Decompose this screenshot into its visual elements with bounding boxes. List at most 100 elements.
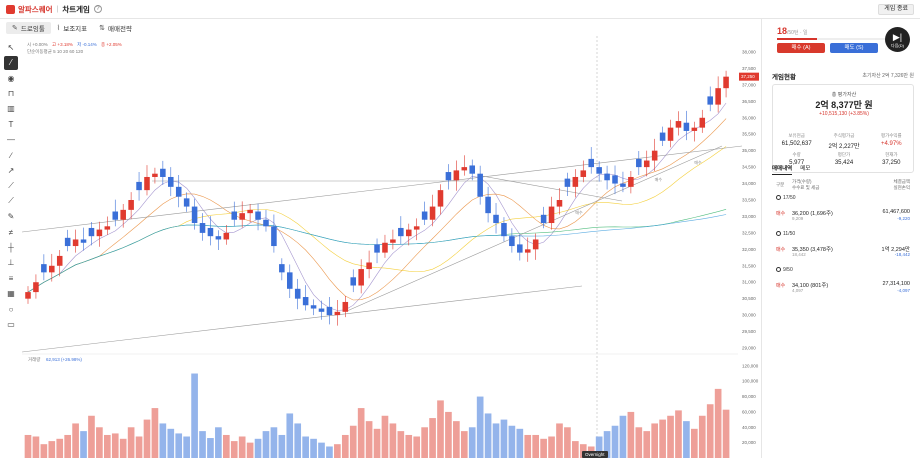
trade-fee: 9,209 <box>792 216 804 221</box>
candle-body <box>564 178 571 187</box>
ray-tool-icon[interactable]: ↗ <box>7 166 15 176</box>
candle-body <box>398 227 404 237</box>
volume-bar <box>659 419 666 458</box>
lock-icon[interactable]: ⊓ <box>7 89 15 99</box>
volume-tick-label: 40,000 <box>742 425 756 430</box>
price-tick-label: 31,000 <box>742 280 756 285</box>
candle-body <box>683 122 690 131</box>
stat-value: 5,977 <box>789 160 805 166</box>
trade-price: 36,200 (1,696주) <box>792 211 833 217</box>
volume-value: 62,913 (+26.98%) <box>46 357 82 362</box>
volume-bar <box>262 431 270 458</box>
price-tick-label: 37,500 <box>742 66 756 71</box>
candle-body <box>501 223 507 237</box>
sell-button[interactable]: 매도 (S) <box>830 43 878 53</box>
cursor-icon[interactable]: ↖ <box>7 42 15 52</box>
line-tool-icon[interactable]: ∕ <box>10 150 12 160</box>
horizontal-line-icon[interactable]: — <box>7 135 15 145</box>
eye-icon[interactable]: ◉ <box>7 73 15 83</box>
candle-body <box>699 117 706 128</box>
volume-bar <box>643 431 651 458</box>
pencil-icon: ✎ <box>12 24 18 32</box>
candle-body <box>49 265 55 273</box>
candle-body <box>532 239 539 250</box>
indicator-icon: ⌇ <box>56 24 61 32</box>
asset-row-2: 수량 5,977 평단가 35,424 현재가 37,250 <box>773 152 915 166</box>
trade-pnl: -4,097 <box>897 288 910 293</box>
volume-tick-label: 80,000 <box>742 394 756 399</box>
gann-icon[interactable]: ▦ <box>7 289 15 299</box>
tab-strategy[interactable]: ⇅ 매매전략 <box>93 22 138 34</box>
candle-body <box>96 229 103 237</box>
brand-name[interactable]: 알파스퀘어 <box>18 4 53 14</box>
ellipse-icon[interactable]: ○ <box>8 304 14 314</box>
trade-pnl: -18,442 <box>894 252 910 257</box>
legend-close: 종 +2.05% <box>101 42 122 47</box>
trend-line-icon[interactable]: ⟋ <box>8 180 14 190</box>
pitchfork-icon[interactable]: ⊥ <box>7 258 15 268</box>
tab-memo[interactable]: 메모 <box>800 166 811 172</box>
indicator-legend: 시 +0.00% 고 +3.18% 저 -0.14% 종 +2.05% 단순이동… <box>27 41 125 55</box>
candle-body <box>628 176 634 187</box>
stat-key: 평단가 <box>837 152 851 157</box>
candle-body <box>183 198 190 207</box>
trade-date: 11/50 <box>783 231 796 237</box>
stat-value: 61,502,637 <box>781 141 812 147</box>
volume-bar <box>453 421 460 458</box>
end-game-button[interactable]: 게임 종료 <box>878 4 914 15</box>
text-tool-icon[interactable]: T <box>8 119 14 129</box>
next-turn-button[interactable]: ▶| 다음(D) <box>885 27 910 52</box>
tab-drawing-tools[interactable]: ✎ 드로잉툴 <box>6 21 51 34</box>
candle-body <box>160 168 166 177</box>
candle-body <box>350 277 357 286</box>
candle-body <box>191 206 198 224</box>
price-tick-label: 33,000 <box>742 214 756 219</box>
candle-body <box>580 170 587 177</box>
volume-bar <box>667 415 674 458</box>
tab-indicators[interactable]: ⌇ 보조지표 <box>51 22 93 34</box>
help-icon[interactable]: ? <box>93 5 102 13</box>
candle-body <box>175 186 182 197</box>
candle-body <box>366 262 372 270</box>
trash-icon[interactable]: ▥ <box>7 104 15 114</box>
trade-date: 9/50 <box>783 267 793 273</box>
price-tick-label: 31,500 <box>742 263 756 268</box>
candle-body <box>247 209 253 214</box>
tab-trade-history[interactable]: 매매내역 <box>772 164 793 175</box>
extended-line-icon[interactable]: ⟋ <box>8 196 14 206</box>
pen-tool-icon[interactable]: ✎ <box>7 212 15 222</box>
volume-bar <box>516 428 524 458</box>
volume-bar <box>254 438 262 458</box>
candle-body <box>152 173 158 177</box>
buy-button[interactable]: 매수 (A) <box>777 43 825 53</box>
volume-bar <box>508 425 516 458</box>
tab-label: 보조지표 <box>63 25 88 33</box>
volume-label: 거래량 <box>28 356 40 363</box>
candle-body <box>612 175 618 184</box>
volume-bar <box>318 442 325 458</box>
brush-icon[interactable]: ⁄ <box>4 55 18 70</box>
volume-tick-label: 60,000 <box>742 409 756 414</box>
price-tick-label: 38,000 <box>742 50 756 55</box>
volume-bar <box>603 431 611 458</box>
rectangle-icon[interactable]: ▭ <box>7 319 15 329</box>
chart-tabs: ✎ 드로잉툴 ⌇ 보조지표 ⇅ 매매전략 <box>0 19 762 36</box>
candle-body <box>41 264 47 273</box>
volume-bar <box>365 421 373 458</box>
parallel-channel-icon[interactable]: ≠ <box>8 227 14 237</box>
volume-bar <box>611 425 619 458</box>
volume-bar <box>135 436 143 458</box>
tab-label: 드로잉툴 <box>20 25 45 33</box>
vertical-line-icon[interactable]: ┼ <box>8 242 14 252</box>
volume-bar <box>230 441 238 458</box>
fibonacci-icon[interactable]: ≡ <box>8 273 14 283</box>
volume-bar <box>334 444 341 458</box>
volume-bar <box>468 427 476 458</box>
turn-progress <box>777 38 887 40</box>
progress-fill <box>777 38 817 40</box>
candle-body <box>596 167 602 174</box>
candle-body <box>620 183 626 187</box>
volume-tick-label: 20,000 <box>742 440 756 445</box>
